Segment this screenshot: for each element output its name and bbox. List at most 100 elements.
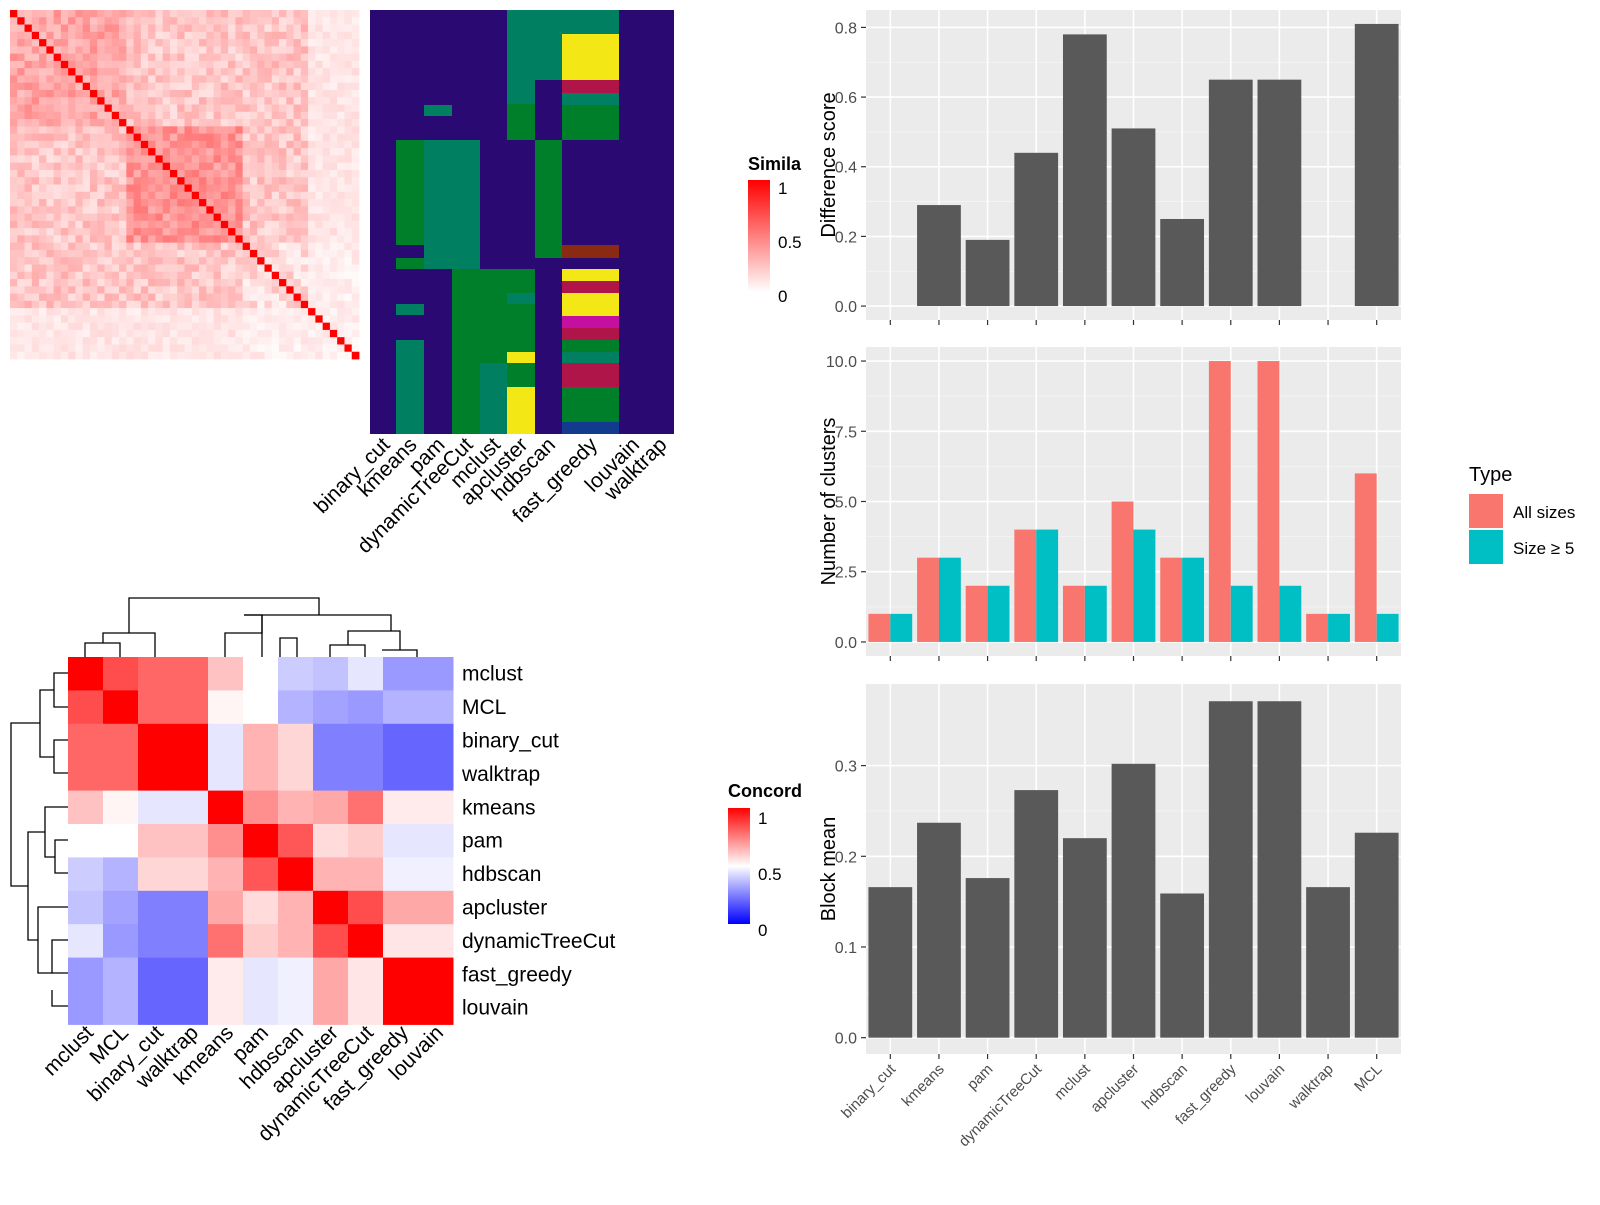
similarity-cell [206,199,214,207]
concordance-cell [138,824,174,858]
similarity-cell [300,249,309,258]
similarity-cell [140,279,149,287]
similarity-cell [257,104,265,113]
similarity-cell [177,228,185,236]
similarity-cell [17,68,25,76]
similarity-cell [271,68,280,76]
similarity-cell [337,46,345,55]
similarity-cell [308,228,316,236]
similarity-cell [279,242,287,251]
similarity-cell [133,213,142,222]
concordance-cell [313,657,349,691]
similarity-cell [60,53,69,62]
similarity-cell [111,271,120,280]
similarity-cell [191,133,200,142]
concordance-cell [208,657,244,691]
similarity-cell [213,97,222,105]
similarity-cell [271,119,280,127]
similarity-cell [133,177,142,185]
similarity-cell [308,315,316,324]
similarity-cell [344,271,353,280]
similarity-cell [329,140,338,149]
similarity-cell [271,315,280,324]
similarity-cell [191,199,200,207]
similarity-cell [257,249,265,258]
similarity-cell [39,60,47,69]
similarity-cell [308,337,316,345]
similarity-cell [162,293,171,302]
similarity-cell [344,75,353,84]
similarity-cell [322,46,331,55]
similarity-cell [31,322,40,331]
similarity-cell [293,293,302,302]
similarity-cell [104,60,113,69]
similarity-cell [60,199,69,207]
similarity-cell [184,206,193,214]
similarity-cell [264,286,273,294]
similarity-cell [104,46,113,55]
similarity-cell [329,126,338,135]
similarity-cell [344,235,353,244]
similarity-cell [271,148,280,156]
similarity-cell [264,315,273,324]
similarity-cell [257,279,265,287]
similarity-cell [235,235,244,244]
similarity-cell [177,329,185,338]
similarity-cell [68,220,76,229]
concordance-row-label: hdbscan [462,863,541,886]
similarity-cell [213,329,222,338]
similarity-cell [300,300,309,309]
similarity-cell [89,337,98,345]
similarity-cell [228,257,236,265]
similarity-cell [126,242,135,251]
similarity-cell [213,169,222,178]
similarity-cell [89,162,98,171]
similarity-cell [242,337,251,345]
similarity-cell [271,351,280,360]
similarity-cell [220,293,229,302]
similarity-cell [191,242,200,251]
similarity-cell [177,46,185,55]
similarity-cell [286,329,294,338]
concordance-cell [103,690,139,725]
similarity-cell [111,111,120,120]
similarity-cell [322,220,331,229]
similarity-cell [148,249,156,258]
concordance-cell [208,723,244,758]
similarity-cell [60,89,69,98]
similarity-cell [162,308,171,316]
similarity-cell [39,351,47,360]
similarity-cell [17,169,25,178]
similarity-cell [89,300,98,309]
similarity-cell [169,162,178,171]
similarity-cell [228,228,236,236]
similarity-cell [75,177,84,185]
similarity-cell [89,315,98,324]
similarity-cell [351,293,360,302]
similarity-cell [199,104,207,113]
similarity-cell [104,68,113,76]
similarity-cell [104,228,113,236]
similarity-cell [228,206,236,214]
similarity-cell [300,184,309,193]
similarity-cell [177,184,185,193]
similarity-cell [97,126,105,135]
y-tick-label: 0.3 [835,759,857,776]
similarity-cell [31,351,40,360]
similarity-cell [140,308,149,316]
similarity-cell [308,220,316,229]
similarity-cell [322,184,331,193]
similarity-cell [24,17,33,25]
similarity-cell [177,191,185,200]
similarity-cell [286,235,294,244]
similarity-cell [206,242,214,251]
similarity-cell [308,82,316,91]
similarity-cell [10,155,18,164]
similarity-cell [337,235,345,244]
similarity-cell [162,315,171,324]
similarity-cell [249,308,258,316]
similarity-cell [206,68,214,76]
similarity-cell [17,322,25,331]
similarity-cell [279,60,287,69]
bar [1354,832,1399,1038]
